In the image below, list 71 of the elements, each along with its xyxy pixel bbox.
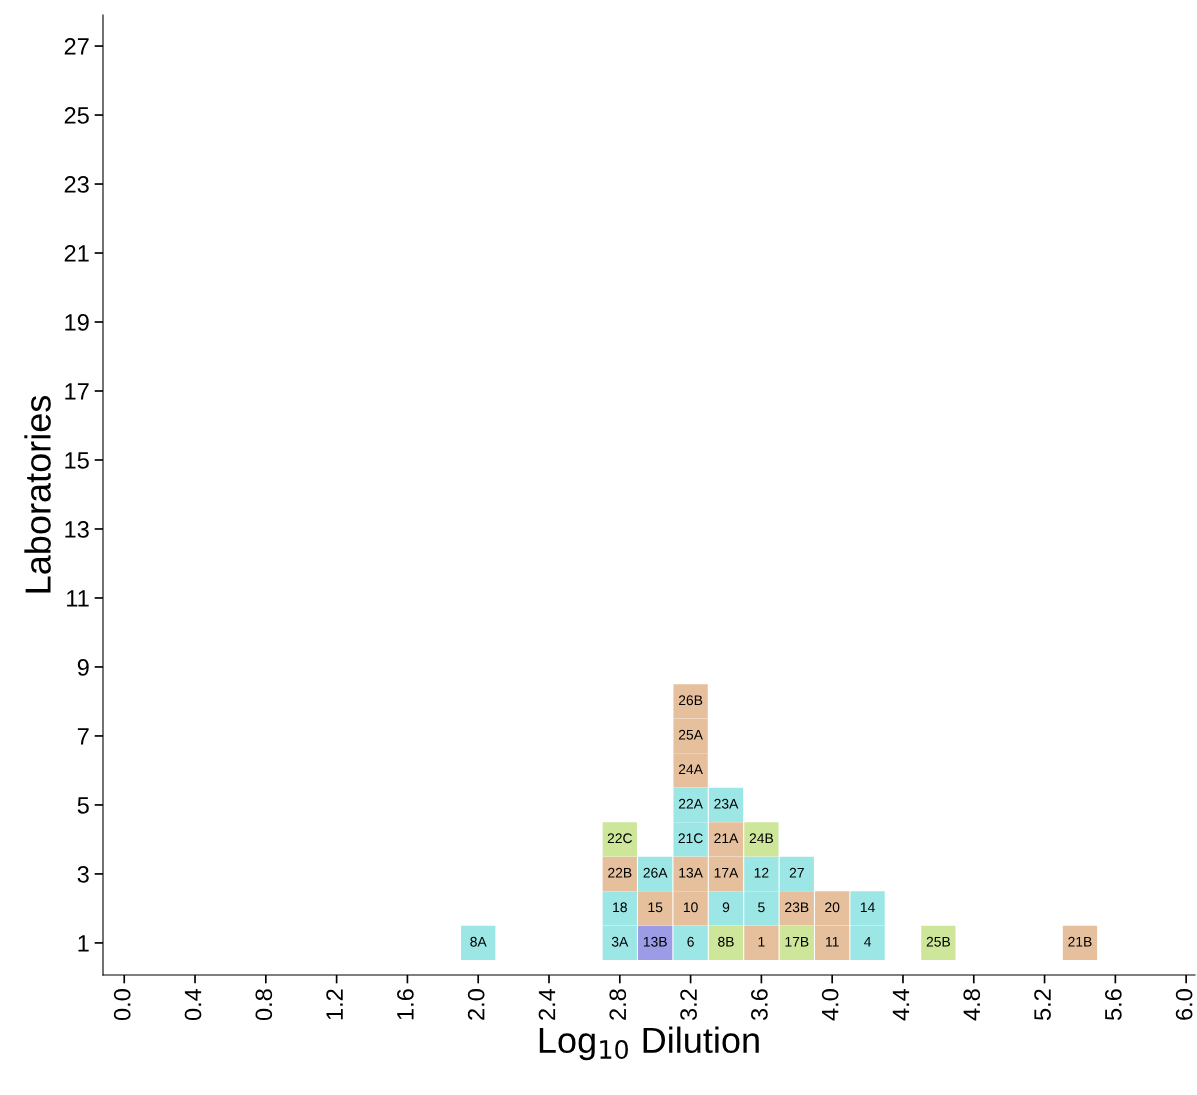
annotation: 17A [714,867,739,878]
x-tick-label: 3.6 [751,989,768,1021]
annotation: 22C [607,833,633,844]
x-tick-label: 4.4 [892,988,910,1021]
annotation: 11 [826,936,839,947]
x-tick-label: 0.0 [113,989,131,1021]
point [673,925,708,961]
annotation: 8B [718,936,734,947]
y-tick-label: 5 [77,797,89,814]
y-tick-label: 3 [77,866,89,883]
x-tick-label: 4.8 [963,989,981,1021]
annotation: 1 [758,936,765,947]
x-tick-label: 2.4 [538,988,556,1020]
y-tick-label: 25 [64,107,89,124]
x-tick-label: 5.6 [1104,989,1122,1021]
annotation: 22B [608,867,632,878]
y-tick-label: 19 [65,314,89,331]
y-tick-label: 17 [65,383,89,400]
annotation: 6 [687,936,694,947]
x-tick-label: 1.6 [397,989,414,1020]
y-tick-label: 9 [77,659,89,676]
point [850,925,885,961]
annotation: 23A [714,798,739,809]
annotation: 5 [758,902,765,913]
x-axis-title: Log$_{10}$ Dilution [539,1026,759,1061]
x-tick-label: 3.2 [680,989,697,1021]
y-tick-label: 1 [78,935,89,952]
annotation: 24B [749,833,774,844]
annotation: 9 [722,902,730,913]
annotation: 10 [683,902,698,913]
annotation: 26B [678,695,703,706]
annotation: 25A [678,729,703,740]
annotation: 25B [926,936,950,947]
y-tick-label: 27 [64,38,89,55]
y-tick-label: 21 [64,245,89,262]
annotation: 4 [864,936,872,947]
y-tick-label: 11 [67,590,89,607]
annotation: 21C [678,833,703,844]
annotation: 22A [678,798,703,809]
annotation: 8A [470,936,487,947]
annotation: 17B [785,936,809,947]
x-tick-label: 0.8 [255,989,273,1021]
annotation: 18 [613,902,627,913]
annotation: 23B [785,902,809,913]
annotation: 20 [825,902,840,913]
annotation: 26A [643,867,668,878]
annotation: 21B [1068,936,1092,947]
x-tick-label: 4.0 [821,989,839,1021]
point [708,891,744,926]
annotation: 14 [860,902,875,913]
y-tick-label: 7 [77,728,89,745]
y-tick-label: 13 [65,521,89,538]
x-tick-label: 2.0 [467,989,485,1020]
y-axis-title: Laboratories [24,395,51,593]
annotation: 3A [611,936,629,947]
annotation: 13B [643,936,667,947]
annotation: 27 [789,867,804,878]
y-tick-label: 15 [65,452,89,469]
point [744,891,779,926]
x-tick-label: 1.2 [326,989,343,1020]
annotation: 24A [678,764,703,775]
y-tick-label: 23 [64,176,89,193]
annotation: 13A [679,867,703,878]
annotation: 15 [648,902,663,913]
x-tick-label: 2.8 [609,989,627,1020]
x-tick-label: 0.4 [184,988,202,1021]
x-tick-label: 6.0 [1175,989,1193,1020]
point [744,925,779,961]
annotation: 12 [754,867,769,878]
annotation: 21A [714,833,739,844]
x-tick-label: 5.2 [1034,989,1051,1021]
